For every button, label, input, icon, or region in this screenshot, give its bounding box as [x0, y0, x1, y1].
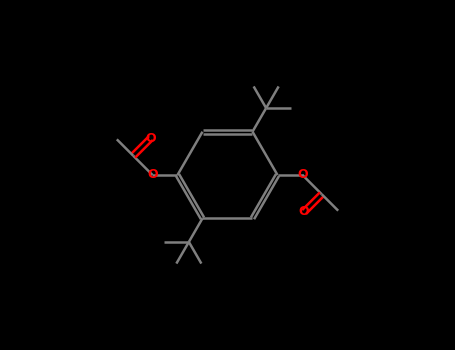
- Text: O: O: [146, 132, 156, 145]
- Text: O: O: [297, 168, 308, 182]
- Text: O: O: [147, 168, 158, 182]
- Text: O: O: [299, 205, 309, 218]
